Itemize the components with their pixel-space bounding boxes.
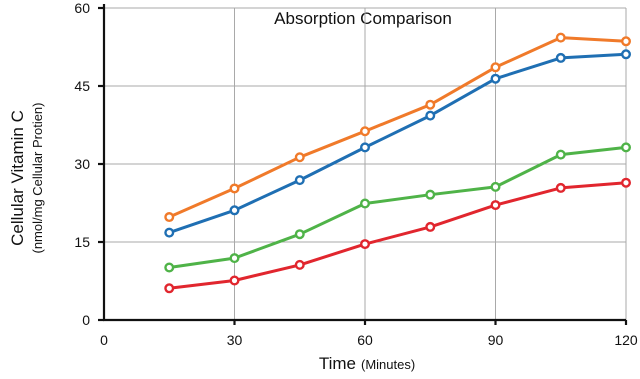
- data-point: [555, 32, 566, 43]
- data-point: [360, 126, 371, 137]
- data-point: [360, 239, 371, 250]
- data-point: [555, 149, 566, 160]
- data-point: [490, 181, 501, 192]
- data-point: [621, 177, 632, 188]
- data-point: [294, 259, 305, 270]
- data-point: [229, 253, 240, 264]
- data-point: [425, 110, 436, 121]
- series-line-4: [169, 181, 627, 290]
- data-point: [490, 73, 501, 84]
- data-point: [555, 182, 566, 193]
- series-line-3: [169, 145, 627, 269]
- data-point: [360, 142, 371, 153]
- data-point: [164, 227, 175, 238]
- x-tick-label: 30: [227, 332, 243, 348]
- series-line-2: [168, 52, 627, 235]
- y-tick-label: 0: [82, 312, 90, 328]
- series-layer: [164, 32, 632, 294]
- data-point: [621, 36, 632, 47]
- grid-lines: [104, 7, 627, 320]
- data-point: [621, 142, 632, 153]
- x-tick-label: 120: [614, 332, 638, 348]
- data-point: [294, 175, 305, 186]
- data-point: [164, 283, 175, 294]
- data-point: [360, 198, 371, 209]
- y-tick-label: 15: [74, 234, 90, 250]
- chart-title: Absorption Comparison: [274, 9, 452, 28]
- x-tick-label: 0: [100, 332, 108, 348]
- data-point: [229, 183, 240, 194]
- x-axis-title: Time: [319, 354, 356, 373]
- data-point: [425, 99, 436, 110]
- y-tick-label: 30: [74, 156, 90, 172]
- axes: [98, 4, 628, 325]
- data-point: [164, 262, 175, 273]
- data-point: [229, 275, 240, 286]
- x-tick-label: 90: [488, 332, 504, 348]
- data-point: [229, 205, 240, 216]
- series-line-1: [168, 36, 627, 219]
- data-point: [294, 229, 305, 240]
- data-point: [164, 212, 175, 223]
- x-axis-label: Time (Minutes): [319, 354, 415, 373]
- data-point: [555, 52, 566, 63]
- data-point: [425, 189, 436, 200]
- y-tick-label: 60: [74, 0, 90, 16]
- data-point: [490, 62, 501, 73]
- tick-labels: 0 15 30 45 60 0 30 60 90 120: [74, 0, 637, 348]
- x-axis-unit: (Minutes): [361, 357, 415, 372]
- data-point: [294, 152, 305, 163]
- x-tick-label: 60: [357, 332, 373, 348]
- y-axis-label: Cellular Vitamin C: [8, 110, 27, 246]
- data-point: [621, 49, 632, 60]
- y-axis-unit: (nmol/mg Cellular Protien): [30, 103, 45, 254]
- data-point: [490, 200, 501, 211]
- data-point: [425, 221, 436, 232]
- y-tick-label: 45: [74, 78, 90, 94]
